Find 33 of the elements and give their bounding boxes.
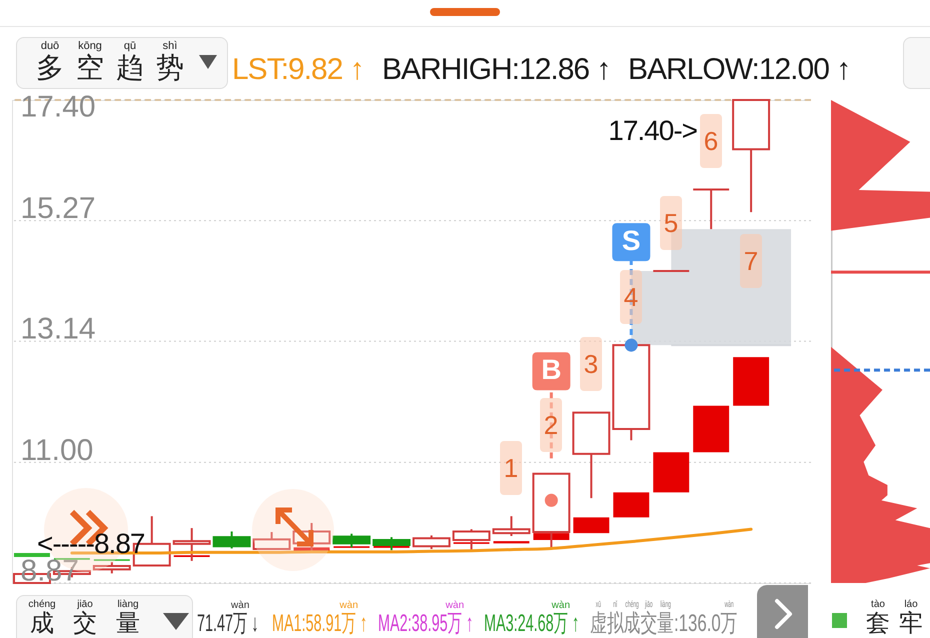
data-label: S <box>622 225 641 256</box>
text: wàn <box>444 600 464 611</box>
y-tick-label: 17.40 <box>20 90 96 124</box>
text: BARHIGH:12.86 ↑ <box>382 53 610 86</box>
text: wàn <box>338 600 358 611</box>
text: wàn <box>230 600 250 611</box>
data-label: B <box>541 354 562 386</box>
label-tag: 2 <box>540 398 562 452</box>
text: MA2:38.95万 ↑ <box>378 610 474 637</box>
text: 71.47万 ↓ <box>197 610 259 637</box>
text: MA3:24.68万 ↑ <box>484 610 580 637</box>
text: MA1:58.91万 ↑ <box>272 610 368 637</box>
label-tag: 7 <box>740 234 762 288</box>
label-tag: 3 <box>580 337 602 391</box>
y-tick-label: 11.00 <box>20 434 94 467</box>
text: tào láo <box>871 599 918 610</box>
annotation: 17.40-> <box>608 115 697 146</box>
text: xū nǐ chéng jiāo liàng wàn <box>596 598 734 610</box>
legend-label: 套牢 <box>866 610 930 637</box>
text: wàn <box>550 600 570 611</box>
text: 虚拟成交量:136.0万 <box>590 610 738 637</box>
text: duō kōng qū shì <box>40 40 178 52</box>
y-tick-label: 13.14 <box>20 312 96 346</box>
y-tick-label: 15.27 <box>20 192 96 226</box>
text: chéng jiāo liàng <box>28 599 139 610</box>
label-tag: 5 <box>660 196 682 250</box>
text: BARLOW:12.00 ↑ <box>628 53 850 86</box>
label-tag: 6 <box>700 114 722 168</box>
text: 成交量 <box>30 610 159 637</box>
label-tag: 1 <box>500 441 522 495</box>
label-tag: 4 <box>620 270 642 324</box>
text: 多空趋势 <box>36 52 196 83</box>
text: LST:9.82 ↑ <box>232 53 364 86</box>
